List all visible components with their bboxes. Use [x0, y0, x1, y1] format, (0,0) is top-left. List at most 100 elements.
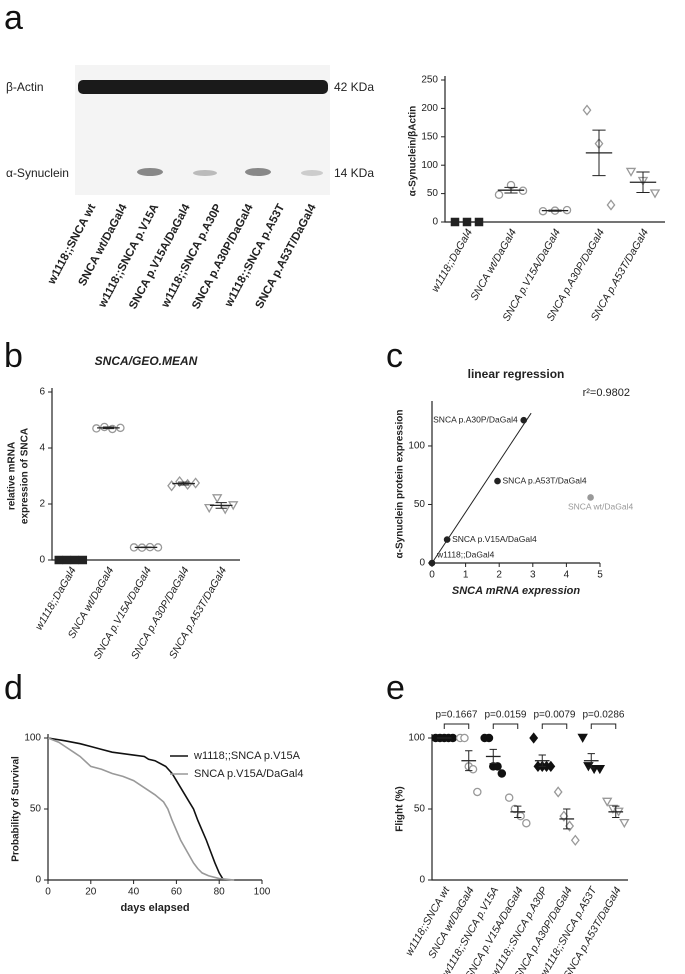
- point: [594, 764, 606, 775]
- x-tick-label: 20: [85, 887, 97, 898]
- y-axis-label: α-Synuclein protein expression: [395, 410, 406, 559]
- x-tick-label: 4: [564, 570, 570, 581]
- point: [546, 760, 556, 773]
- x-tick-label: 1: [463, 570, 469, 581]
- error-bar: [102, 426, 115, 430]
- survival-line: [47, 737, 235, 881]
- synuclein-band: [137, 168, 163, 176]
- point: [520, 416, 528, 424]
- error-bar: [563, 808, 571, 830]
- error-bar: [504, 186, 518, 194]
- synuclein-band: [301, 170, 323, 176]
- y-axis-label: relative mRNA: [7, 442, 18, 510]
- x-tick-label: 5: [597, 570, 603, 581]
- panel-label: b: [4, 337, 23, 375]
- error-bar: [548, 209, 562, 212]
- y-tick-label: 6: [39, 387, 45, 398]
- point-label: w1118;;DaGal4: [436, 549, 495, 559]
- point: [443, 536, 451, 543]
- point: [510, 804, 520, 814]
- bracket: [492, 723, 519, 729]
- point: [649, 189, 661, 199]
- point: [191, 477, 201, 489]
- error-bar: [489, 748, 497, 765]
- p-value: p=0.0159: [485, 710, 527, 721]
- point-label: SNCA p.V15A/DaGal4: [452, 534, 537, 544]
- point: [522, 818, 531, 828]
- chart-title: SNCA/GEO.MEAN: [95, 354, 198, 368]
- y-tick-label: 0: [419, 558, 425, 569]
- point: [203, 503, 215, 514]
- y-tick-label: 150: [421, 131, 438, 142]
- error-bar: [587, 753, 595, 769]
- actin-band: [78, 80, 328, 94]
- size-label: 42 KDa: [334, 80, 374, 94]
- point: [494, 477, 501, 485]
- synuclein-band: [245, 168, 271, 176]
- point: [484, 733, 494, 743]
- panel-label: a: [4, 0, 23, 37]
- panel-label: e: [386, 669, 405, 707]
- error-bar: [538, 754, 546, 767]
- y-tick-label: 50: [30, 804, 42, 815]
- point: [493, 762, 502, 771]
- x-axis-label: days elapsed: [120, 902, 189, 914]
- point: [497, 769, 507, 778]
- bracket: [443, 723, 470, 729]
- y-tick-label: 50: [414, 804, 426, 815]
- y-tick-label: 2: [39, 499, 45, 510]
- y-tick-label: 0: [39, 555, 45, 566]
- point: [211, 494, 223, 504]
- synuclein-band: [193, 170, 217, 176]
- y-tick-label: 50: [414, 499, 426, 510]
- point: [175, 475, 185, 488]
- x-tick-label: 0: [45, 887, 51, 898]
- y-tick-label: 0: [432, 217, 438, 228]
- x-axis-label: SNCA mRNA expression: [452, 585, 580, 597]
- point: [582, 104, 592, 116]
- point: [428, 559, 436, 567]
- point: [601, 797, 613, 807]
- point: [587, 494, 594, 501]
- y-axis-label: Flight (%): [395, 786, 406, 832]
- x-tick-label: 0: [429, 570, 435, 581]
- point-label: SNCA p.A30P/DaGal4: [433, 414, 518, 424]
- point: [625, 167, 637, 177]
- y-tick-label: 100: [408, 733, 425, 744]
- y-tick-label: 250: [421, 75, 438, 86]
- error-bar: [592, 129, 606, 177]
- point: [468, 764, 478, 774]
- x-tick-label: 40: [128, 887, 140, 898]
- x-tick-label: 3: [530, 570, 536, 581]
- point: [494, 190, 504, 199]
- point: [504, 793, 514, 802]
- band-label: α-Synuclein: [6, 166, 69, 180]
- legend-label: w1118;;SNCA p.V15A: [193, 750, 301, 762]
- y-tick-label: 0: [35, 875, 41, 886]
- point: [183, 478, 193, 491]
- p-value: p=0.0286: [583, 710, 625, 721]
- panel-label: d: [4, 669, 23, 707]
- point: [619, 818, 630, 829]
- x-tick-label: 80: [214, 887, 226, 898]
- error-bar: [612, 805, 620, 819]
- y-tick-label: 100: [421, 160, 438, 171]
- point: [577, 733, 588, 743]
- legend-label: SNCA p.V15A/DaGal4: [194, 768, 303, 780]
- y-tick-label: 0: [419, 875, 425, 886]
- y-axis-label: expression of SNCA: [20, 428, 31, 524]
- point: [606, 199, 616, 211]
- point-label: SNCA wt/DaGal4: [568, 502, 633, 512]
- panel-label: c: [386, 337, 403, 375]
- x-tick-label: 2: [496, 570, 502, 581]
- bracket: [590, 723, 617, 729]
- point: [529, 732, 539, 744]
- annotation: r²=0.9802: [583, 387, 630, 399]
- point: [553, 786, 563, 798]
- y-axis-label: Probability of Survival: [11, 756, 22, 862]
- y-tick-label: 100: [24, 733, 41, 744]
- survival-line: [47, 737, 225, 881]
- x-tick-label: 60: [171, 887, 183, 898]
- bracket: [541, 723, 568, 729]
